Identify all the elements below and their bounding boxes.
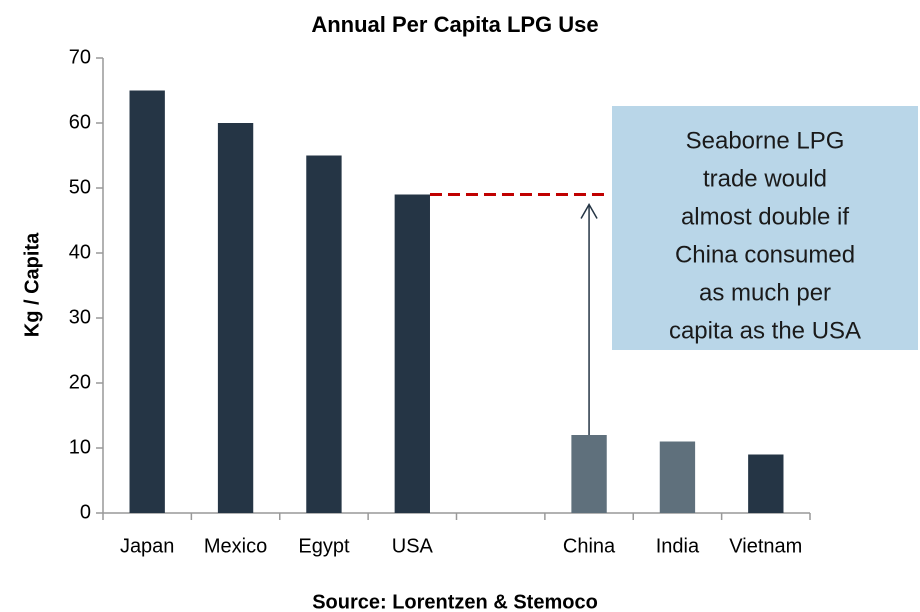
source: Source: Lorentzen & Stemoco — [312, 591, 598, 612]
y-tick-label: 50 — [69, 176, 91, 198]
arrow-head — [580, 202, 598, 219]
x-tick-label: Vietnam — [729, 535, 802, 557]
x-tick-label: China — [563, 535, 616, 557]
chart-title: Annual Per Capita LPG Use — [311, 12, 598, 37]
x-tick-label: Egypt — [298, 535, 350, 557]
bar — [571, 435, 607, 513]
bar — [306, 155, 342, 513]
bar — [394, 194, 430, 513]
y-tick-label: 20 — [69, 371, 91, 393]
annotation-text: capita as the USA — [669, 317, 861, 344]
y-tick-label: 60 — [69, 111, 91, 133]
x-tick-label: USA — [392, 535, 434, 557]
x-tick-label: Japan — [120, 535, 175, 557]
x-tick-label: India — [656, 535, 700, 557]
y-axis-label: Kg / Capita — [21, 232, 43, 337]
annotation-text: trade would — [703, 165, 827, 192]
bar — [659, 441, 696, 513]
bar — [748, 454, 784, 513]
annotation-text: almost double if — [681, 203, 849, 230]
y-tick-label: 40 — [69, 241, 91, 263]
x-tick-label: Mexico — [204, 535, 267, 557]
y-tick-label: 30 — [69, 306, 91, 328]
annotation-text: as much per — [699, 279, 831, 306]
bar — [217, 123, 254, 513]
annotation-box — [612, 106, 918, 350]
y-tick-label: 70 — [69, 46, 91, 68]
y-tick-label: 0 — [80, 501, 91, 523]
annotation-text: China consumed — [675, 241, 855, 268]
y-tick-label: 10 — [69, 436, 91, 458]
annotation-text: Seaborne LPG — [686, 127, 845, 154]
bar — [129, 90, 165, 513]
